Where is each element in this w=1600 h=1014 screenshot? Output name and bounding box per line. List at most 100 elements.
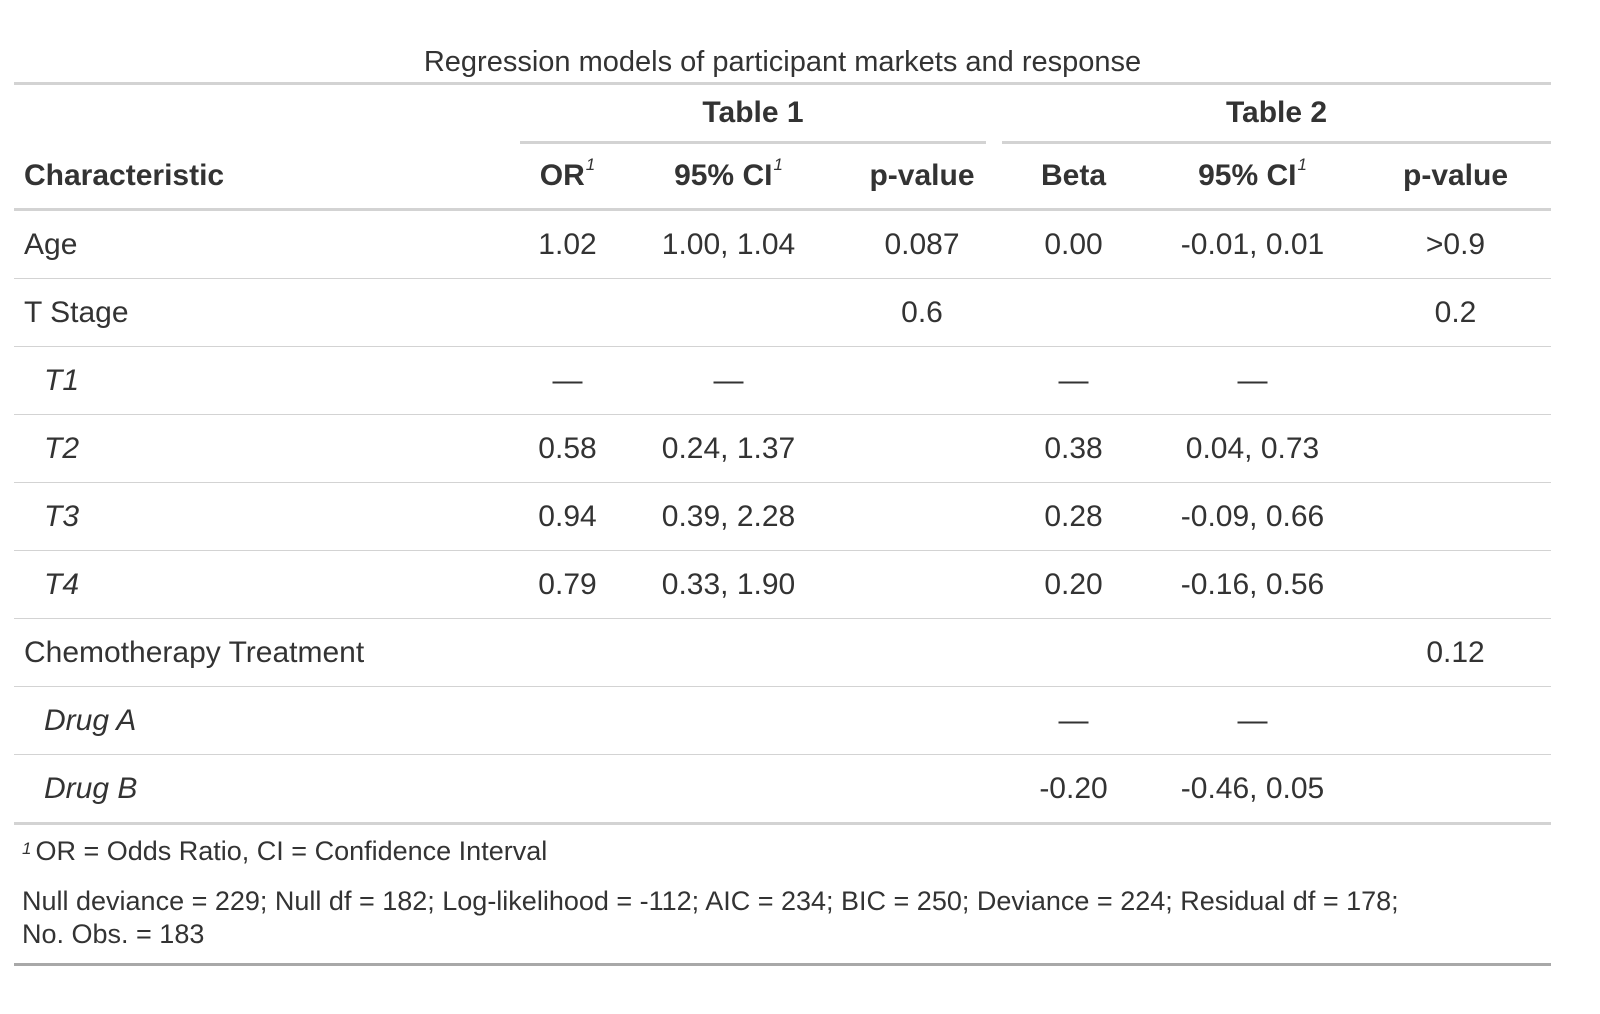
cell-p-value-2	[1360, 414, 1552, 483]
cell-ci-1: —	[615, 346, 842, 415]
model-statistics-line-2: No. Obs. = 183	[22, 919, 205, 949]
cell-beta	[1002, 278, 1146, 347]
cell-p-value-2	[1360, 482, 1552, 551]
spanner-table-2: Table 2	[1002, 84, 1552, 144]
column-header-p-value-2: p-value	[1360, 144, 1552, 211]
cell-or: —	[520, 346, 615, 415]
table-row-t2: T2 0.58 0.24, 1.37 0.38 0.04, 0.73	[14, 414, 1552, 483]
cell-or	[520, 618, 615, 687]
table-footnotes: 1 OR = Odds Ratio, CI = Confidence Interv…	[14, 825, 1551, 966]
cell-beta: —	[1002, 686, 1146, 755]
cell-ci-2: -0.09, 0.66	[1145, 482, 1361, 551]
cell-p-value-1	[842, 754, 1003, 825]
row-label: T2	[14, 414, 520, 483]
cell-ci-1: 0.24, 1.37	[615, 414, 842, 483]
cell-p-value-2	[1360, 346, 1552, 415]
cell-p-value-1	[842, 550, 1003, 619]
cell-beta	[1002, 618, 1146, 687]
row-label: T3	[14, 482, 520, 551]
table-row-drug-a: Drug A — —	[14, 686, 1552, 755]
regression-table: Table 1 Table 2 Characteristic OR1 95% C…	[14, 82, 1552, 825]
table-row-t1: T1 — — — —	[14, 346, 1552, 415]
table-row-drug-b: Drug B -0.20 -0.46, 0.05	[14, 754, 1552, 825]
row-label: T1	[14, 346, 520, 415]
abbreviation-footnote: 1 OR = Odds Ratio, CI = Confidence Interv…	[22, 835, 1543, 867]
model-statistics-line-1: Null deviance = 229; Null df = 182; Log-…	[22, 886, 1399, 916]
cell-beta: —	[1002, 346, 1146, 415]
cell-ci-2: 0.04, 0.73	[1145, 414, 1361, 483]
cell-ci-2	[1145, 618, 1361, 687]
column-header-or-label: OR	[539, 159, 585, 192]
abbreviation-text: OR = Odds Ratio, CI = Confidence Interva…	[35, 836, 548, 866]
column-header-ci-1-label: 95% CI	[674, 159, 773, 192]
cell-p-value-1	[842, 414, 1003, 483]
cell-beta: 0.38	[1002, 414, 1146, 483]
cell-ci-1: 0.33, 1.90	[615, 550, 842, 619]
cell-or	[520, 754, 615, 825]
column-header-beta: Beta	[1002, 144, 1146, 211]
cell-p-value-1	[842, 346, 1003, 415]
cell-ci-2	[1145, 278, 1361, 347]
spanner-table-1: Table 1	[520, 84, 1002, 144]
row-label: Chemotherapy Treatment	[14, 618, 520, 687]
spanner-row: Table 1 Table 2	[14, 84, 1552, 145]
cell-beta: -0.20	[1002, 754, 1146, 825]
cell-ci-2: -0.16, 0.56	[1145, 550, 1361, 619]
cell-p-value-2: 0.12	[1360, 618, 1552, 687]
table-row-t3: T3 0.94 0.39, 2.28 0.28 -0.09, 0.66	[14, 482, 1552, 551]
cell-or	[520, 686, 615, 755]
cell-ci-2: —	[1145, 346, 1361, 415]
spanner-table-2-label: Table 2	[1002, 85, 1552, 144]
column-header-ci-2-label: 95% CI	[1198, 159, 1297, 192]
spanner-empty	[14, 84, 520, 145]
cell-p-value-1	[842, 618, 1003, 687]
cell-ci-1	[615, 686, 842, 755]
cell-ci-1: 1.00, 1.04	[615, 209, 842, 279]
table-row-chemotherapy-treatment: Chemotherapy Treatment 0.12	[14, 618, 1552, 687]
cell-p-value-1	[842, 686, 1003, 755]
column-header-characteristic: Characteristic	[14, 144, 520, 211]
footnote-mark: 1	[22, 839, 32, 858]
cell-or: 1.02	[520, 209, 615, 279]
cell-p-value-1: 0.087	[842, 209, 1003, 279]
cell-beta: 0.20	[1002, 550, 1146, 619]
cell-ci-1	[615, 278, 842, 347]
column-header-p-value-1: p-value	[842, 144, 1003, 211]
cell-or: 0.79	[520, 550, 615, 619]
column-header-ci-1: 95% CI1	[615, 144, 842, 211]
cell-ci-2: —	[1145, 686, 1361, 755]
footnote-mark: 1	[773, 155, 783, 174]
cell-p-value-1: 0.6	[842, 278, 1003, 347]
row-label: Drug A	[14, 686, 520, 755]
cell-p-value-2	[1360, 754, 1552, 825]
table-row-age: Age 1.02 1.00, 1.04 0.087 0.00 -0.01, 0.…	[14, 209, 1552, 279]
cell-p-value-2	[1360, 686, 1552, 755]
regression-table-container: Regression models of participant markets…	[14, 42, 1552, 966]
column-header-or: OR1	[520, 144, 615, 211]
table-title: Regression models of participant markets…	[423, 46, 1142, 78]
cell-beta: 0.00	[1002, 209, 1146, 279]
spanner-table-1-label: Table 1	[520, 85, 987, 144]
table-body: Age 1.02 1.00, 1.04 0.087 0.00 -0.01, 0.…	[14, 209, 1552, 825]
cell-ci-2: -0.46, 0.05	[1145, 754, 1361, 825]
cell-ci-1: 0.39, 2.28	[615, 482, 842, 551]
cell-beta: 0.28	[1002, 482, 1146, 551]
row-label: T4	[14, 550, 520, 619]
cell-or	[520, 278, 615, 347]
column-header-ci-2: 95% CI1	[1145, 144, 1361, 211]
row-label: Drug B	[14, 754, 520, 825]
cell-p-value-2	[1360, 550, 1552, 619]
cell-ci-2: -0.01, 0.01	[1145, 209, 1361, 279]
row-label: T Stage	[14, 278, 520, 347]
cell-p-value-1	[842, 482, 1003, 551]
column-header-row: Characteristic OR1 95% CI1 p-value Beta …	[14, 144, 1552, 211]
footnote-mark: 1	[585, 155, 596, 174]
row-label: Age	[14, 209, 520, 279]
cell-or: 0.94	[520, 482, 615, 551]
table-row-t-stage: T Stage 0.6 0.2	[14, 278, 1552, 347]
footnote-mark: 1	[1297, 155, 1307, 174]
cell-p-value-2: >0.9	[1360, 209, 1552, 279]
cell-ci-1	[615, 618, 842, 687]
cell-or: 0.58	[520, 414, 615, 483]
table-row-t4: T4 0.79 0.33, 1.90 0.20 -0.16, 0.56	[14, 550, 1552, 619]
